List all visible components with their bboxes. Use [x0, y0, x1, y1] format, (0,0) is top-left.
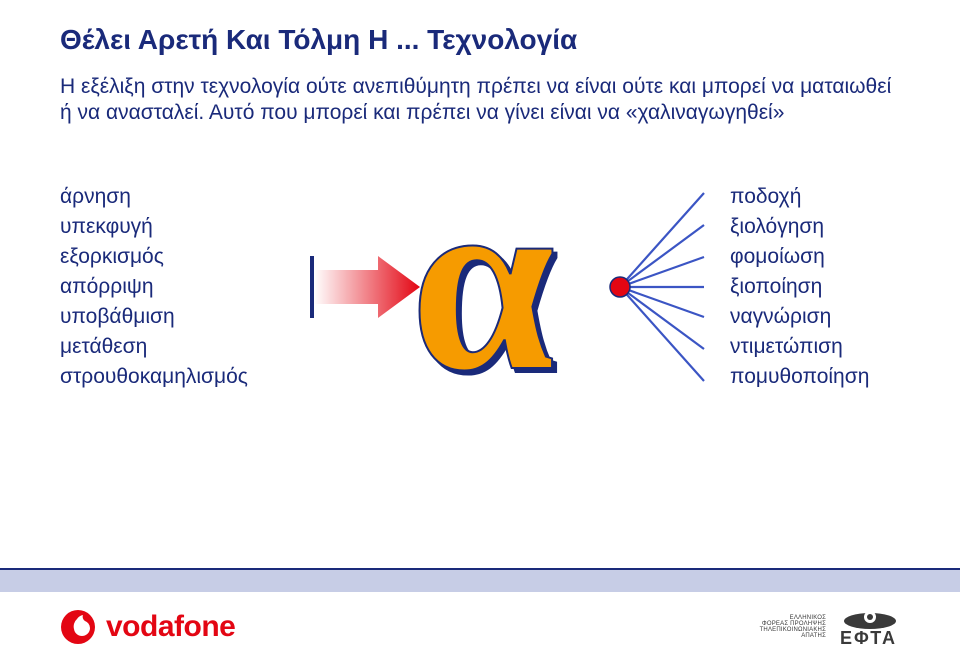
vodafone-logo-icon [60, 609, 96, 645]
brand-vodafone: vodafone [60, 609, 235, 645]
list-item: πομυθοποίηση [730, 365, 900, 389]
alpha-front: α [410, 177, 555, 385]
eota-sub-block: ΕΛΛΗΝΙΚΟΣ ΦΟΡΕΑΣ ΠΡΟΛΗΨΗΣ ΤΗΛΕΠΙΚΟΙΝΩΝΙΑ… [760, 615, 826, 639]
list-item: μετάθεση [60, 335, 290, 359]
footer-divider-bar [0, 570, 960, 592]
list-item: ξιοποίηση [730, 275, 900, 299]
alpha-letter: α α [410, 177, 610, 397]
arrow-in-icon [310, 256, 420, 318]
list-item: άρνηση [60, 185, 290, 209]
eota-logo-text: ΕΦΤΑ [840, 629, 900, 647]
slide-title: Θέλει Αρετή Και Τόλμη Η ... Τεχνολογία [60, 24, 900, 56]
list-item: απόρριψη [60, 275, 290, 299]
eota-sub: ΑΠΑΤΗΣ [801, 633, 826, 639]
vodafone-logo-text: vodafone [106, 610, 235, 644]
slide-body: Θέλει Αρετή Και Τόλμη Η ... Τεχνολογία Η… [0, 0, 960, 592]
list-item: υπεκφυγή [60, 215, 290, 239]
eota-mark-block: ΕΦΤΑ [840, 607, 900, 647]
brand-eota: ΕΛΛΗΝΙΚΟΣ ΦΟΡΕΑΣ ΠΡΟΛΗΨΗΣ ΤΗΛΕΠΙΚΟΙΝΩΝΙΑ… [760, 607, 900, 647]
list-item: ναγνώριση [730, 305, 900, 329]
list-item: υποβάθμιση [60, 305, 290, 329]
center-graphic: α α [320, 157, 700, 417]
list-item: ντιμετώπιση [730, 335, 900, 359]
right-bullet-list: ποδοχή ξιολόγηση φομοίωση ξιοποίηση ναγν… [730, 185, 900, 389]
fan-out-icon [608, 187, 708, 387]
list-item: φομοίωση [730, 245, 900, 269]
list-item: ποδοχή [730, 185, 900, 209]
slide-footer: vodafone ΕΛΛΗΝΙΚΟΣ ΦΟΡΕΑΣ ΠΡΟΛΗΨΗΣ ΤΗΛΕΠ… [0, 592, 960, 662]
three-column-diagram: άρνηση υπεκφυγή εξορκισμός απόρριψη υποβ… [60, 157, 900, 417]
slide-paragraph: Η εξέλιξη στην τεχνολογία ούτε ανεπιθύμη… [60, 74, 900, 127]
left-bullet-list: άρνηση υπεκφυγή εξορκισμός απόρριψη υποβ… [60, 185, 290, 389]
eota-eye-icon [840, 607, 900, 629]
list-item: εξορκισμός [60, 245, 290, 269]
list-item: ξιολόγηση [730, 215, 900, 239]
list-item: στρουθοκαμηλισμός [60, 365, 290, 389]
